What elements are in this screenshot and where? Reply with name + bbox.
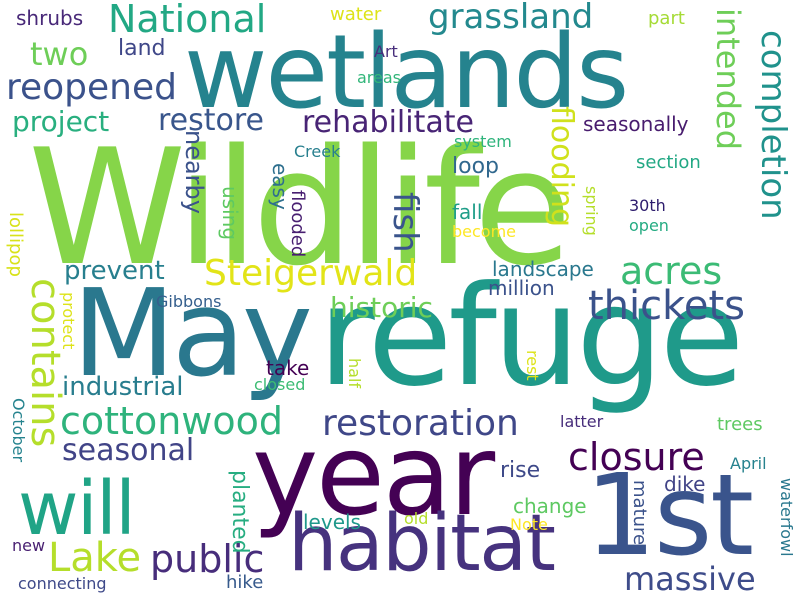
word-flooding: flooding [544,106,579,228]
word-part: part [648,8,685,29]
word-areas: areas [357,68,402,87]
word-wetlands: wetlands [184,13,629,132]
word-will: will [18,466,136,552]
word-public: public [150,537,265,581]
word-rest: rest [523,350,542,381]
word-protect: protect [59,292,78,350]
word-reopened: reopened [6,67,177,108]
word-new: new [12,536,46,555]
word-1st: 1st [585,451,754,581]
word-water: water [330,4,382,25]
word-seasonally: seasonally [583,112,689,136]
word-30th: 30th [629,196,666,215]
word-lake: Lake [48,535,142,581]
word-dike: dike [664,472,706,496]
word-closed: closed [254,375,306,394]
word-may: May [72,265,313,404]
word-massive: massive [624,560,756,598]
word-creek: Creek [294,142,341,161]
word-rise: rise [500,458,541,483]
word-levels: levels [303,510,361,534]
word-restoration: restoration [322,403,519,444]
word-art: Art [374,42,398,61]
word-project: project [12,105,110,138]
word-contains: contains [22,278,68,448]
word-section: section [636,152,701,173]
word-hike: hike [226,572,264,593]
word-steigerwald: Steigerwald [204,253,418,294]
word-cottonwood: cottonwood [60,399,283,443]
word-completion: completion [753,30,793,220]
word-planted: planted [227,470,252,554]
word-latter: latter [560,412,604,431]
word-year: year [252,411,495,541]
word-acres: acres [620,249,723,293]
word-nearby: nearby [180,130,208,214]
word-landscape: landscape [492,257,594,281]
word-change: change [513,494,587,518]
word-intended: intended [709,8,747,150]
word-note: Note [510,515,548,534]
word-system: system [454,132,512,151]
word-easy: easy [268,163,292,210]
word-become: become [452,222,517,241]
word-national: National [108,0,267,41]
word-land: land [118,36,166,61]
word-lollipop: lollipop [5,212,26,277]
word-spring: spring [582,186,601,236]
word-october: October [9,398,28,463]
word-two: two [30,35,89,73]
word-refuge: refuge [318,256,744,417]
word-closure: closure [568,435,705,479]
word-half: half [345,358,364,389]
word-restore: restore [158,103,265,138]
word-fish: fish [385,192,425,253]
word-flooded: flooded [287,190,308,258]
word-historic: historic [330,291,433,324]
word-habitat: habitat [288,499,556,589]
word-gibbons: Gibbons [156,292,222,311]
word-trees: trees [717,414,763,435]
word-shrubs: shrubs [16,6,84,30]
word-open: open [629,216,669,235]
word-connecting: connecting [18,574,107,593]
word-grassland: grassland [428,0,594,37]
word-rehabilitate: rehabilitate [302,105,474,140]
word-waterfowl: waterfowl [777,478,796,557]
word-industrial: industrial [62,372,184,402]
word-using: using [218,186,242,241]
word-old: old [404,509,429,528]
word-wildlife: Wildlife [28,114,572,301]
word-seasonal: seasonal [62,433,195,468]
word-take: take [266,356,310,380]
word-mature: mature [629,480,650,546]
word-million: million [488,276,555,300]
word-fall: fall [452,200,483,224]
word-april: April [730,454,767,473]
word-thickets: thickets [588,283,746,329]
word-loop: loop [452,154,499,179]
word-prevent: prevent [64,256,165,286]
